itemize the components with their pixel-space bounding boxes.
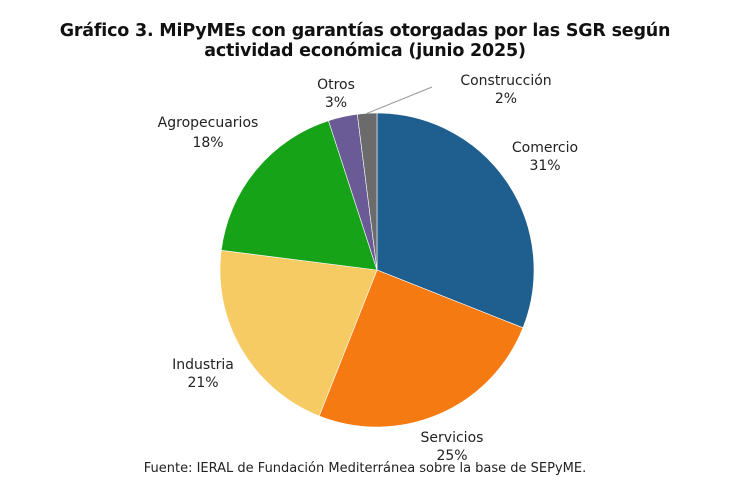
slice-value-label: 25% <box>436 448 467 464</box>
slice-value-label: 21% <box>187 375 218 391</box>
leader-line <box>366 86 433 114</box>
slice-value-label: 18% <box>192 135 223 151</box>
slice-label: Construcción <box>460 73 551 89</box>
slice-label: Otros <box>317 77 355 93</box>
pie-slice-agropecuarios <box>220 120 378 271</box>
slice-label: Industria <box>172 357 234 373</box>
slice-label: Agropecuarios <box>158 115 259 131</box>
slice-value-label: 31% <box>529 158 560 174</box>
slice-value-label: 2% <box>495 91 517 107</box>
pie-slice-comercio <box>376 112 535 329</box>
slice-value-label: 3% <box>325 95 347 111</box>
chart-source: Fuente: IERAL de Fundación Mediterránea … <box>143 461 587 476</box>
slice-label: Comercio <box>512 140 578 156</box>
pie-slice-industria <box>219 249 378 417</box>
pie-slice-servicios <box>318 269 524 428</box>
slice-label: Servicios <box>421 430 484 446</box>
chart-title-line1: Gráfico 3. MiPyMEs con garantías otorgad… <box>59 21 671 41</box>
chart-title-line2: actividad económica (junio 2025) <box>204 41 526 61</box>
